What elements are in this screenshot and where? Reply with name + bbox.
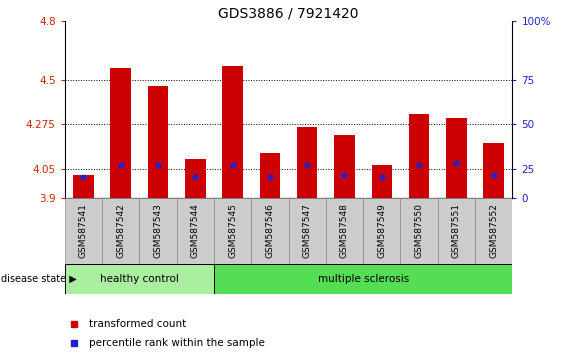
Text: disease state ▶: disease state ▶: [1, 274, 77, 284]
Bar: [185, 159, 205, 198]
Bar: [260, 153, 280, 198]
Text: GSM587546: GSM587546: [265, 204, 274, 258]
Text: GSM587541: GSM587541: [79, 204, 88, 258]
Bar: [140, 198, 177, 264]
Text: GSM587548: GSM587548: [340, 204, 349, 258]
Text: transformed count: transformed count: [90, 319, 186, 329]
Bar: [148, 86, 168, 198]
Bar: [400, 198, 438, 264]
Bar: [334, 135, 355, 198]
Bar: [372, 165, 392, 198]
Text: GSM587550: GSM587550: [414, 204, 423, 258]
Bar: [73, 175, 93, 198]
Text: GSM587542: GSM587542: [116, 204, 125, 258]
Bar: [65, 198, 102, 264]
Bar: [289, 198, 326, 264]
Text: GSM587552: GSM587552: [489, 204, 498, 258]
Bar: [177, 198, 214, 264]
Bar: [251, 198, 288, 264]
Bar: [222, 67, 243, 198]
Bar: [102, 198, 139, 264]
Text: GSM587545: GSM587545: [228, 204, 237, 258]
Bar: [65, 264, 214, 294]
Text: percentile rank within the sample: percentile rank within the sample: [90, 338, 265, 348]
Bar: [409, 114, 430, 198]
Text: GSM587549: GSM587549: [377, 204, 386, 258]
Bar: [214, 264, 512, 294]
Bar: [110, 68, 131, 198]
Text: healthy control: healthy control: [100, 274, 179, 284]
Text: GSM587551: GSM587551: [452, 204, 461, 258]
Bar: [326, 198, 363, 264]
Bar: [297, 127, 318, 198]
Title: GDS3886 / 7921420: GDS3886 / 7921420: [218, 6, 359, 20]
Bar: [363, 198, 400, 264]
Bar: [475, 198, 512, 264]
Text: GSM587543: GSM587543: [154, 204, 163, 258]
Bar: [438, 198, 475, 264]
Text: GSM587547: GSM587547: [303, 204, 312, 258]
Bar: [484, 143, 504, 198]
Bar: [446, 118, 467, 198]
Text: GSM587544: GSM587544: [191, 204, 200, 258]
Bar: [214, 198, 251, 264]
Text: multiple sclerosis: multiple sclerosis: [318, 274, 409, 284]
